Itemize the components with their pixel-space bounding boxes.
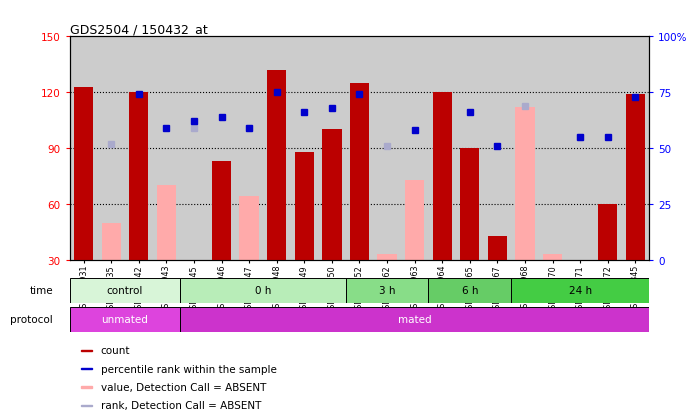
Bar — [598, 204, 618, 260]
Bar — [378, 254, 396, 260]
Bar — [74, 88, 94, 260]
Text: percentile rank within the sample: percentile rank within the sample — [101, 364, 276, 374]
Bar — [101, 223, 121, 260]
Bar — [543, 254, 562, 260]
Text: 0 h: 0 h — [255, 286, 271, 296]
Text: 6 h: 6 h — [461, 286, 478, 296]
Bar — [82, 405, 92, 406]
Bar — [82, 368, 92, 369]
Bar — [625, 95, 645, 260]
Bar — [488, 236, 507, 260]
Bar — [156, 186, 176, 260]
Text: 3 h: 3 h — [379, 286, 395, 296]
Text: unmated: unmated — [101, 315, 149, 325]
Bar — [433, 93, 452, 260]
Bar — [515, 108, 535, 260]
Bar — [460, 149, 480, 260]
Bar — [322, 130, 341, 260]
Text: rank, Detection Call = ABSENT: rank, Detection Call = ABSENT — [101, 400, 261, 411]
Bar — [295, 152, 314, 260]
Bar — [180, 307, 649, 332]
Bar — [70, 278, 180, 304]
Text: protocol: protocol — [10, 315, 53, 325]
Bar — [129, 93, 149, 260]
Bar — [350, 83, 369, 260]
Bar — [511, 278, 649, 304]
Bar — [429, 278, 511, 304]
Bar — [70, 307, 180, 332]
Bar — [267, 71, 286, 260]
Text: GDS2504 / 150432_at: GDS2504 / 150432_at — [70, 23, 207, 36]
Bar — [239, 197, 259, 260]
Bar — [212, 161, 231, 260]
Bar — [405, 180, 424, 260]
Text: mated: mated — [398, 315, 431, 325]
Bar — [180, 278, 346, 304]
Text: time: time — [29, 286, 53, 296]
Bar — [82, 350, 92, 351]
Text: count: count — [101, 345, 130, 355]
Text: control: control — [107, 286, 143, 296]
Text: value, Detection Call = ABSENT: value, Detection Call = ABSENT — [101, 382, 266, 392]
Text: 24 h: 24 h — [569, 286, 592, 296]
Bar — [346, 278, 429, 304]
